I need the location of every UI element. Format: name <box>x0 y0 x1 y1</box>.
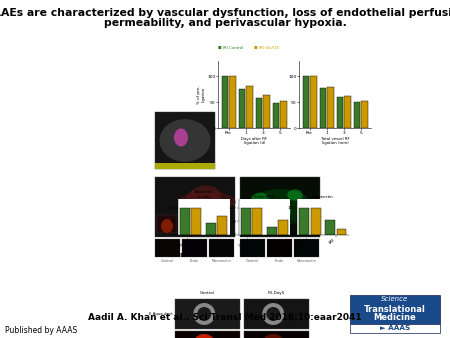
Text: Control: Control <box>157 171 172 175</box>
Text: Translational: Translational <box>364 305 426 314</box>
Ellipse shape <box>189 198 211 210</box>
Bar <box>229 76 235 128</box>
Bar <box>299 208 309 235</box>
Bar <box>242 215 262 233</box>
Text: E Aqua-duct: E Aqua-duct <box>149 312 173 316</box>
Text: ■ IRI Control: ■ IRI Control <box>218 46 243 50</box>
Bar <box>337 230 347 235</box>
Bar <box>354 102 360 128</box>
Text: IRI Day 5: IRI Day 5 <box>242 171 261 175</box>
Ellipse shape <box>269 204 291 220</box>
Bar <box>294 239 319 257</box>
Text: Aadil A. Khan et al., Sci Transl Med 2018;10:eaar2041: Aadil A. Khan et al., Sci Transl Med 201… <box>88 313 362 322</box>
Bar <box>246 86 253 128</box>
Ellipse shape <box>263 214 277 224</box>
Text: Fibronectin: Fibronectin <box>297 259 316 263</box>
Bar <box>252 208 262 235</box>
Circle shape <box>193 303 215 325</box>
Bar <box>267 239 292 257</box>
Ellipse shape <box>185 185 221 215</box>
Bar <box>327 87 334 128</box>
Bar <box>256 98 262 128</box>
Bar <box>325 220 335 235</box>
Bar <box>311 208 320 235</box>
Text: Control: Control <box>200 291 215 295</box>
Bar <box>350 323 440 333</box>
Bar <box>244 331 309 338</box>
Text: ■ IRI GluY15: ■ IRI GluY15 <box>254 46 279 50</box>
Bar <box>350 295 440 323</box>
Bar <box>240 239 265 257</box>
Circle shape <box>197 307 211 321</box>
Bar <box>206 223 216 235</box>
Bar <box>280 101 287 128</box>
Ellipse shape <box>174 128 188 146</box>
Bar <box>344 96 351 128</box>
Circle shape <box>266 307 280 321</box>
Text: ► AAAS: ► AAAS <box>380 325 410 331</box>
Ellipse shape <box>161 219 173 233</box>
Bar <box>217 216 227 235</box>
Bar <box>180 208 190 235</box>
Bar <box>273 103 279 128</box>
X-axis label: Days after RF
ligation (d): Days after RF ligation (d) <box>241 137 267 145</box>
Bar <box>263 95 270 128</box>
Bar <box>240 177 320 237</box>
Title: Branched
vessels: Branched vessels <box>194 190 213 199</box>
Text: Fig. 2 LAEs are characterized by vascular dysfunction, loss of endothelial perfu: Fig. 2 LAEs are characterized by vascula… <box>0 8 450 18</box>
Bar <box>361 101 368 128</box>
Ellipse shape <box>246 219 258 233</box>
Bar <box>175 331 240 338</box>
Bar <box>241 208 251 235</box>
Bar <box>310 76 316 128</box>
Bar <box>155 112 215 169</box>
Bar <box>337 97 343 128</box>
Bar <box>157 215 177 233</box>
Bar <box>155 163 215 169</box>
Bar <box>278 220 288 235</box>
Text: Fibronectin: Fibronectin <box>212 259 231 263</box>
Circle shape <box>262 303 284 325</box>
Bar <box>155 239 180 257</box>
Bar <box>209 239 234 257</box>
Text: Endo: Endo <box>190 259 199 263</box>
Ellipse shape <box>287 189 303 200</box>
Bar <box>267 227 276 235</box>
Ellipse shape <box>159 119 211 162</box>
X-axis label: Total vessel RF
ligation (mm): Total vessel RF ligation (mm) <box>321 137 350 145</box>
Bar <box>238 90 245 128</box>
Ellipse shape <box>179 191 235 213</box>
Bar <box>192 208 201 235</box>
Text: Published by AAAS: Published by AAAS <box>5 326 77 335</box>
Bar <box>302 76 309 128</box>
Bar <box>320 88 326 128</box>
Ellipse shape <box>251 193 269 206</box>
Bar <box>175 299 240 329</box>
Bar <box>221 76 228 128</box>
Text: Control: Control <box>161 259 174 263</box>
Text: permeability, and perivascular hypoxia.: permeability, and perivascular hypoxia. <box>104 18 346 28</box>
Bar <box>155 177 235 237</box>
Y-axis label: % of pre-
ligation: % of pre- ligation <box>197 85 206 104</box>
Text: Medicine: Medicine <box>374 313 416 322</box>
Ellipse shape <box>248 189 312 225</box>
Text: D: D <box>179 253 184 258</box>
Bar <box>182 239 207 257</box>
Bar <box>244 299 309 329</box>
Text: Endo: Endo <box>275 259 284 263</box>
Title: Endo BRIX: Endo BRIX <box>254 195 274 199</box>
Title: Fibronectin: Fibronectin <box>312 195 334 199</box>
Text: IRI-Day5: IRI-Day5 <box>268 291 285 295</box>
Text: Control: Control <box>246 259 259 263</box>
Text: Science: Science <box>382 296 409 302</box>
